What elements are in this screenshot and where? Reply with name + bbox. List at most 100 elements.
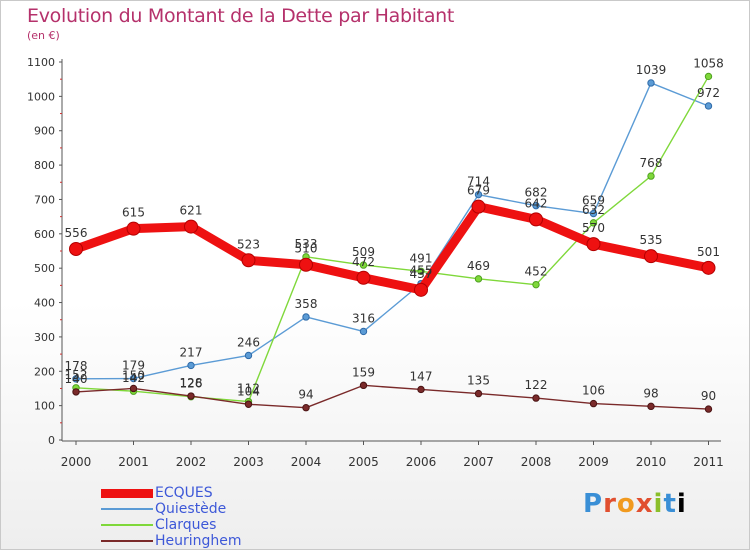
legend-swatch-ecques	[101, 488, 153, 498]
data-label-quiestède: 1039	[636, 63, 667, 77]
data-label-clarques: 452	[525, 265, 548, 279]
y-tick-label: 600	[34, 228, 55, 241]
data-label-heuringhem: 104	[237, 384, 260, 398]
data-point-heuringhem	[359, 381, 368, 390]
data-point-clarques	[417, 267, 425, 275]
x-tick-label: 2000	[61, 455, 92, 469]
data-label-heuringhem: 94	[298, 388, 313, 402]
legend-label-heuringhem: Heuringhem	[155, 533, 242, 549]
chart-subtitle: (en €)	[27, 29, 60, 42]
logo-letter: i	[653, 489, 664, 519]
data-label-quiestède: 316	[352, 311, 375, 325]
logo-letter: i	[676, 489, 687, 519]
data-point-heuringhem	[589, 399, 598, 408]
chart-title: Evolution du Montant de la Dette par Hab…	[27, 5, 455, 27]
series-line-clarques	[75, 75, 710, 403]
data-label-ecques: 570	[582, 221, 605, 235]
y-tick-label: 900	[34, 125, 55, 138]
data-point-clarques	[359, 261, 368, 269]
data-point-quiestède	[129, 374, 138, 383]
legend-swatch-heuringhem	[101, 540, 153, 542]
data-point-heuringhem	[72, 388, 80, 396]
data-label-ecques: 621	[180, 204, 203, 218]
data-point-quiestède	[244, 351, 253, 360]
data-label-heuringhem: 128	[180, 376, 203, 390]
legend-label-clarques: Clarques	[155, 517, 217, 533]
y-tick-label: 1000	[27, 90, 55, 103]
data-label-heuringhem: 135	[467, 374, 490, 388]
logo-letter: t	[663, 489, 677, 519]
data-point-ecques	[529, 212, 543, 227]
data-point-clarques	[704, 72, 713, 81]
x-tick-label: 2004	[291, 455, 322, 469]
data-point-quiestède	[704, 102, 713, 110]
data-label-ecques: 523	[237, 237, 260, 251]
data-label-heuringhem: 140	[65, 372, 88, 386]
data-label-clarques: 112	[237, 382, 260, 396]
x-tick-label: 2010	[636, 455, 667, 469]
data-point-quiestède	[302, 313, 310, 321]
data-label-clarques: 142	[122, 371, 145, 385]
series-line-quiestède	[75, 82, 710, 380]
data-point-ecques	[586, 237, 601, 252]
legend-label-quiestede: Quiestède	[155, 501, 227, 517]
y-tick-label: 1100	[27, 56, 55, 69]
data-point-ecques	[356, 270, 371, 285]
data-label-clarques: 632	[582, 203, 605, 217]
data-point-ecques	[69, 241, 83, 256]
x-tick-label: 2005	[348, 455, 379, 469]
data-point-clarques	[647, 172, 655, 180]
data-label-ecques: 642	[525, 196, 548, 210]
data-label-heuringhem: 122	[525, 378, 548, 392]
data-label-heuringhem: 98	[643, 386, 658, 400]
data-point-heuringhem	[129, 384, 138, 393]
data-label-heuringhem: 90	[701, 389, 716, 403]
data-label-ecques: 615	[122, 206, 145, 220]
data-label-heuringhem: 106	[582, 384, 605, 398]
data-label-ecques: 472	[352, 255, 375, 269]
x-tick-label: 2003	[233, 455, 264, 469]
logo-letter: o	[616, 489, 636, 519]
data-label-quiestède: 217	[180, 345, 203, 359]
data-label-ecques: 437	[410, 267, 433, 281]
data-point-ecques	[644, 249, 658, 264]
data-label-ecques: 501	[697, 245, 720, 259]
data-label-quiestède: 659	[582, 194, 605, 208]
data-label-quiestède: 455	[410, 264, 433, 278]
data-point-clarques	[589, 219, 598, 227]
y-tick-label: 0	[48, 434, 55, 447]
data-point-clarques	[474, 275, 483, 283]
data-point-ecques	[184, 219, 198, 234]
data-point-ecques	[471, 199, 486, 214]
data-point-quiestède	[589, 209, 598, 218]
legend-swatch-clarques	[101, 524, 153, 526]
data-point-ecques	[299, 257, 313, 272]
proxiti-logo[interactable]: Proxiti	[583, 489, 687, 519]
x-tick-label: 2001	[118, 455, 149, 469]
data-label-clarques: 152	[65, 368, 88, 382]
data-label-ecques: 535	[640, 233, 663, 247]
data-label-heuringhem: 150	[122, 368, 145, 382]
data-label-quiestède: 178	[65, 359, 88, 373]
data-label-ecques: 510	[295, 242, 318, 256]
y-tick-label: 800	[34, 159, 55, 172]
data-label-heuringhem: 159	[352, 365, 375, 379]
series-line-ecques	[71, 202, 713, 295]
data-point-clarques	[532, 280, 540, 289]
y-tick-label: 400	[34, 297, 55, 310]
data-label-ecques: 679	[467, 184, 490, 198]
x-tick-label: 2002	[176, 455, 207, 469]
y-tick-label: 700	[34, 193, 55, 206]
data-point-heuringhem	[417, 385, 425, 394]
x-tick-label: 2011	[693, 455, 724, 469]
data-point-heuringhem	[647, 402, 655, 411]
x-tick-label: 2007	[463, 455, 494, 469]
data-point-heuringhem	[187, 392, 195, 400]
data-point-ecques	[241, 253, 256, 268]
data-label-clarques: 768	[640, 156, 663, 170]
data-point-ecques	[701, 260, 716, 275]
data-label-clarques: 469	[467, 259, 490, 273]
data-point-quiestède	[187, 361, 195, 370]
